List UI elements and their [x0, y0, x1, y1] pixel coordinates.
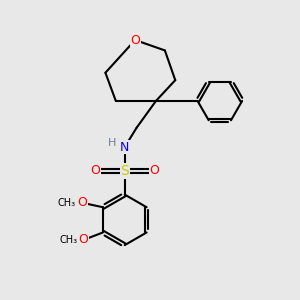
Text: S: S	[120, 164, 129, 178]
Text: O: O	[77, 196, 87, 209]
Text: H: H	[108, 139, 116, 148]
Text: CH₃: CH₃	[58, 198, 76, 208]
Text: CH₃: CH₃	[59, 235, 77, 245]
Text: O: O	[90, 164, 100, 177]
Text: N: N	[120, 140, 129, 154]
Text: O: O	[79, 233, 88, 246]
Text: O: O	[149, 164, 159, 177]
Text: O: O	[130, 34, 140, 46]
